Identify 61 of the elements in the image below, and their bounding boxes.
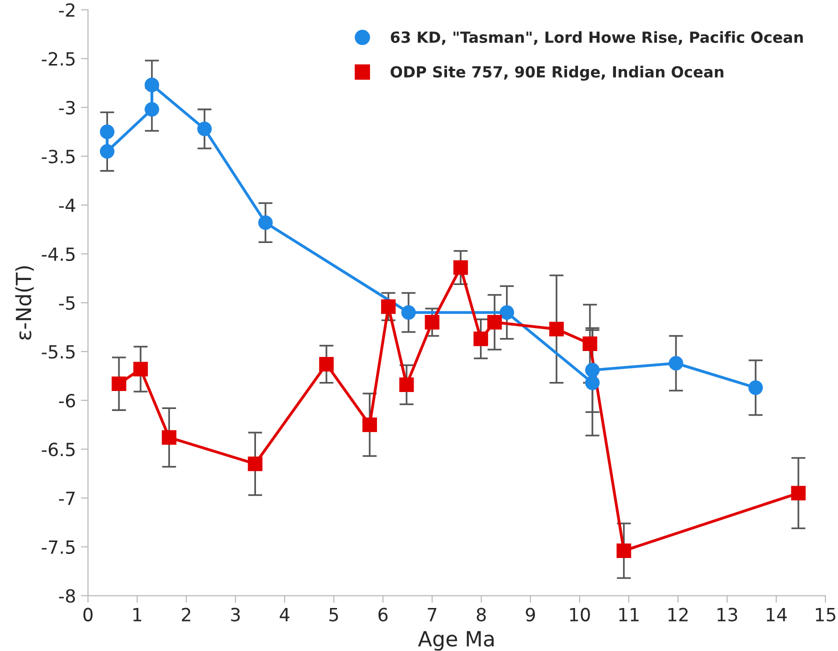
point	[549, 322, 564, 336]
point	[453, 260, 468, 275]
point	[112, 376, 126, 392]
x-tick-label: 12	[668, 608, 688, 622]
point	[100, 144, 114, 159]
point	[248, 456, 262, 472]
y-tick-label: -3	[59, 100, 75, 115]
y-tick-label: -4	[59, 198, 76, 212]
point	[585, 362, 600, 378]
x-tick-label: 7	[428, 608, 436, 622]
point	[133, 362, 148, 376]
y-tick-label: -5.5	[42, 345, 75, 359]
y-tick-label: -7	[59, 492, 75, 505]
point	[474, 332, 488, 346]
point	[100, 124, 114, 140]
point	[381, 299, 396, 314]
point	[748, 380, 763, 395]
point	[791, 486, 806, 500]
point	[319, 356, 334, 372]
x-tick-label: 0	[83, 608, 93, 622]
x-tick-label: 3	[231, 608, 240, 622]
point	[585, 376, 600, 390]
point	[582, 336, 598, 352]
x-tick-label: 1	[133, 608, 142, 622]
point	[616, 543, 632, 558]
x-tick-label: 5	[329, 608, 338, 622]
y-axis-title: ε-Nd(T)	[15, 266, 34, 340]
point	[424, 314, 440, 330]
x-tick-label: 6	[378, 608, 388, 622]
point	[258, 215, 273, 230]
x-tick-label: 15	[816, 608, 836, 622]
y-tick-label: -4.5	[42, 248, 75, 262]
point	[197, 122, 212, 136]
y-tick-label: -3.5	[42, 150, 75, 164]
y-tick-label: -7.5	[42, 540, 75, 554]
y-tick-label: -2	[59, 3, 74, 17]
y-tick-label: -6	[59, 394, 76, 408]
x-tick-label: 9	[526, 608, 535, 622]
x-tick-label: 13	[718, 608, 738, 622]
point	[144, 102, 160, 117]
x-tick-label: 2	[182, 608, 190, 622]
legend-label: ODP Site 757, 90E Ridge, Indian Ocean	[390, 66, 724, 81]
x-tick-label: 8	[476, 608, 486, 622]
point	[500, 305, 514, 320]
legend-label: 63 KD, "Tasman", Lord Howe Rise, Pacific Ocean	[390, 31, 803, 45]
x-tick-label: 4	[280, 608, 290, 622]
y-tick-label: -6.5	[42, 442, 75, 456]
point	[144, 78, 160, 92]
y-tick-label: -2.5	[42, 52, 75, 66]
x-tick-label: 11	[619, 608, 639, 622]
point	[487, 314, 502, 330]
point	[668, 356, 684, 371]
point	[399, 377, 414, 392]
x-tick-label: 10	[570, 608, 590, 622]
point	[362, 417, 377, 432]
y-tick-label: -8	[59, 589, 75, 603]
x-tick-label: 14	[766, 608, 787, 622]
point	[401, 305, 416, 320]
x-axis-title: Age Ma	[418, 631, 494, 651]
y-tick-label: -5	[59, 296, 75, 310]
point	[162, 430, 176, 445]
